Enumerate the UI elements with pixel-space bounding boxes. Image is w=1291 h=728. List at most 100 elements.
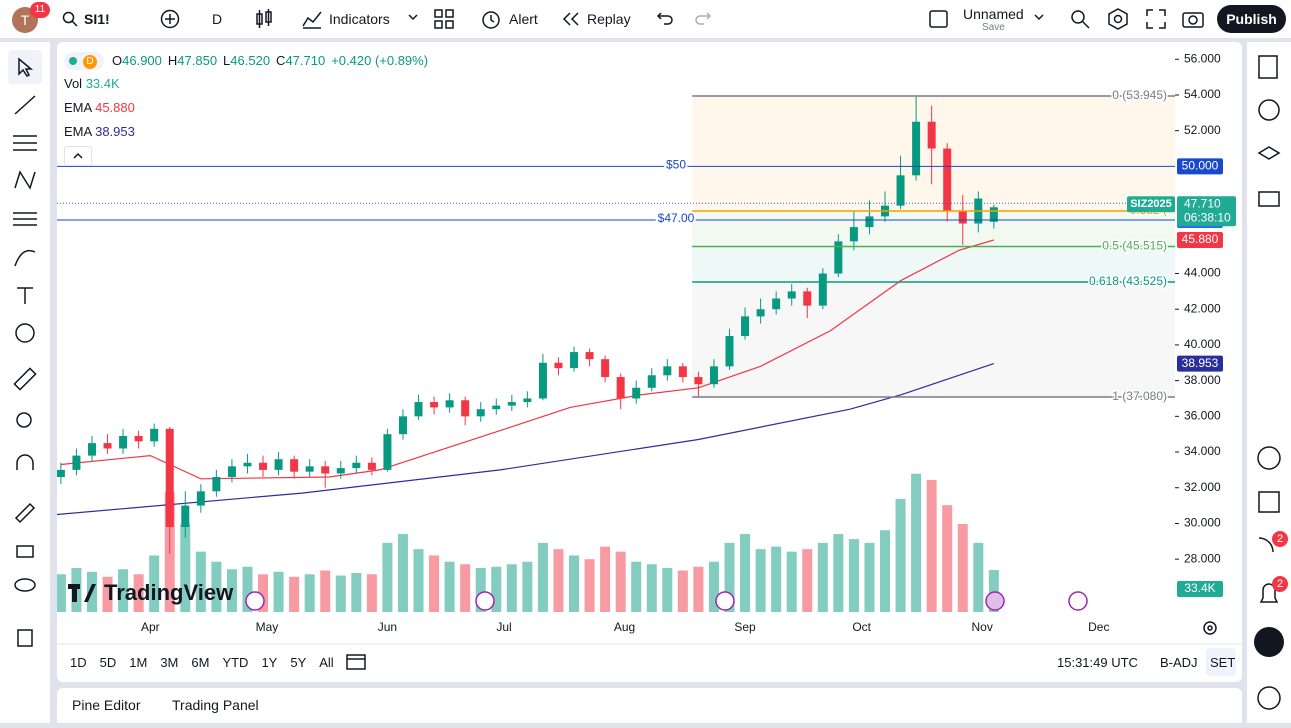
volume-bar — [460, 564, 471, 612]
range-button[interactable]: 6M — [191, 655, 210, 670]
alerts[interactable] — [1258, 99, 1280, 121]
candle-body — [165, 428, 174, 528]
chart-type[interactable] — [255, 9, 273, 29]
volume-tag — [1177, 581, 1223, 598]
candle-body — [367, 462, 376, 470]
range-button[interactable]: 1M — [129, 655, 148, 670]
range-button[interactable]: 1D — [70, 655, 87, 670]
symbol[interactable]: SI1! — [84, 11, 110, 27]
calendar[interactable] — [1258, 491, 1280, 513]
ohlc-value: 47.850 — [177, 53, 218, 68]
snapshot[interactable] — [1182, 9, 1204, 29]
search-icon[interactable] — [62, 11, 78, 27]
volume-bar — [569, 555, 580, 612]
fib-label: 0.5 (45.515) — [1102, 239, 1167, 253]
replay[interactable]: Replay — [587, 11, 631, 27]
settings-gear[interactable] — [1203, 621, 1217, 635]
ideas[interactable] — [1257, 446, 1281, 470]
text-tool[interactable] — [17, 287, 33, 304]
notifications[interactable] — [1259, 583, 1279, 603]
trendline-tool[interactable] — [14, 95, 36, 115]
date-range-icon[interactable] — [346, 654, 366, 670]
visibility-tool[interactable] — [14, 578, 36, 592]
range-button[interactable]: YTD — [222, 655, 249, 670]
candle-body — [212, 477, 221, 492]
streams[interactable] — [1258, 537, 1274, 553]
volume-bar — [817, 542, 828, 612]
candle-body — [834, 241, 843, 274]
candle-body — [632, 387, 641, 399]
layout-checkbox[interactable] — [929, 10, 949, 28]
panel-tab[interactable]: Trading Panel — [172, 697, 259, 713]
status-dot — [69, 57, 77, 65]
indicators-icon[interactable] — [302, 9, 322, 29]
pattern-tool[interactable] — [14, 170, 36, 190]
candle-body — [134, 435, 143, 442]
brush-tool[interactable] — [14, 249, 36, 267]
range-button[interactable]: 1Y — [261, 655, 278, 670]
remove-tool[interactable] — [17, 629, 33, 647]
add-symbol[interactable] — [160, 9, 180, 29]
publish-button[interactable]: Publish — [1217, 5, 1286, 33]
layout-name[interactable]: Unnamed — [963, 6, 1024, 22]
y-tick-label: 36.000 — [1184, 409, 1221, 423]
adjust-button[interactable]: B-ADJ — [1160, 655, 1198, 670]
event-markers[interactable] — [245, 591, 1088, 611]
candle-body — [227, 466, 236, 478]
help[interactable] — [1257, 686, 1281, 710]
fullscreen[interactable] — [1146, 9, 1166, 29]
candle-body — [570, 352, 579, 369]
candle-body — [352, 462, 361, 469]
volume-bar — [771, 546, 782, 612]
clock: 15:31:49 UTC — [1057, 655, 1138, 670]
apps[interactable] — [1254, 627, 1284, 657]
range-button[interactable]: All — [319, 655, 334, 670]
data-window[interactable] — [1257, 146, 1281, 160]
panel-tab[interactable]: Pine Editor — [72, 697, 141, 713]
chevron — [73, 152, 83, 159]
x-tick-label: Oct — [852, 620, 871, 634]
x-tick-label: Apr — [141, 620, 160, 634]
redo[interactable] — [694, 11, 712, 25]
x-tick-label: Jul — [496, 620, 511, 634]
settings-icon[interactable] — [1107, 8, 1129, 30]
save-label[interactable]: Save — [982, 22, 1005, 33]
replay-icon[interactable] — [562, 12, 580, 26]
alert[interactable]: Alert — [509, 11, 538, 27]
zoom-tool[interactable] — [16, 412, 32, 428]
range-button[interactable]: 5D — [99, 655, 117, 670]
range-button[interactable]: 5Y — [290, 655, 307, 670]
collapse-legend[interactable] — [64, 146, 92, 166]
price-tag-label: 45.880 — [1182, 232, 1219, 246]
interval[interactable]: D — [212, 11, 223, 27]
dropdown[interactable] — [408, 14, 418, 22]
forecast-tool[interactable] — [13, 212, 37, 226]
cursor-tool[interactable] — [18, 57, 34, 77]
measure-tool[interactable] — [13, 367, 37, 391]
range-button[interactable]: 3M — [160, 655, 179, 670]
y-tick-label: 54.000 — [1184, 87, 1221, 101]
watermark: TradingView — [68, 580, 234, 605]
alert-icon[interactable] — [480, 8, 502, 30]
candle-body — [430, 402, 439, 408]
lock-tool[interactable] — [16, 545, 34, 558]
chats[interactable] — [1258, 191, 1280, 207]
undo[interactable] — [656, 11, 674, 25]
layouts-icon[interactable] — [434, 9, 454, 29]
draw-mode[interactable] — [14, 502, 36, 524]
ema-line — [60, 239, 994, 480]
watchlist[interactable] — [1258, 55, 1278, 79]
quick-search[interactable] — [1069, 8, 1091, 30]
dropdown[interactable] — [1034, 14, 1044, 22]
indicators[interactable]: Indicators — [329, 11, 390, 27]
candle-body — [72, 455, 81, 470]
session-button[interactable]: SET — [1210, 655, 1236, 670]
volume-bar — [397, 534, 408, 612]
volume-bar — [57, 574, 66, 612]
y-tick-label: 56.000 — [1184, 51, 1221, 65]
candle-body — [150, 428, 159, 442]
icon-tool[interactable] — [15, 323, 35, 343]
fib-tool[interactable] — [13, 135, 37, 151]
volume-bar — [273, 571, 284, 612]
magnet-tool[interactable] — [16, 454, 34, 470]
